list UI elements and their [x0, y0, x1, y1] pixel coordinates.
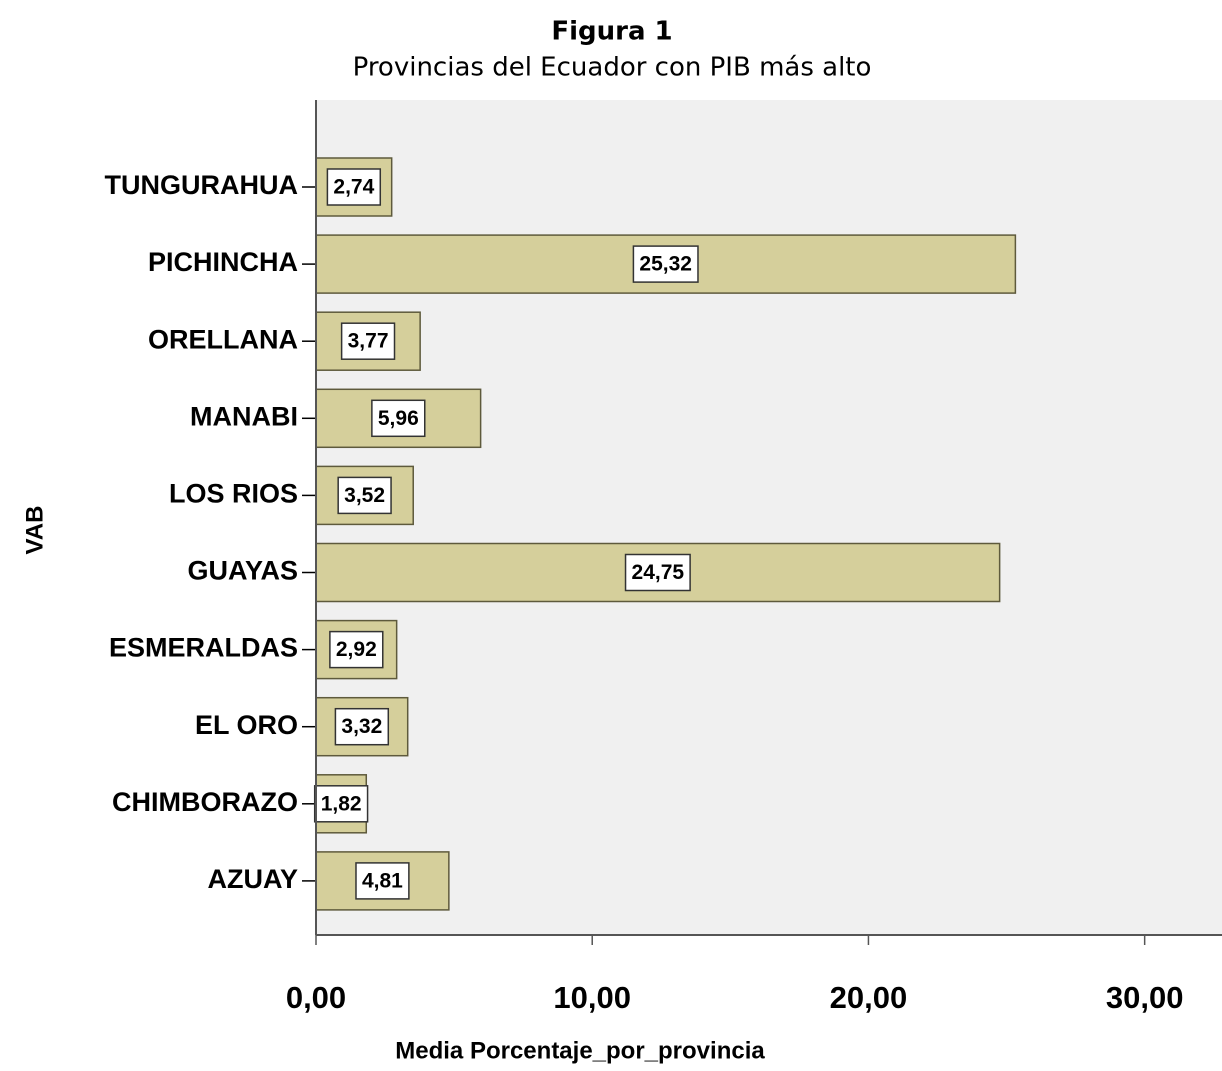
- category-label: MANABI: [190, 401, 298, 431]
- value-label: 2,74: [333, 176, 374, 199]
- chart-subtitle: Provincias del Ecuador con PIB más alto: [353, 53, 872, 83]
- value-label: 1,82: [321, 792, 362, 815]
- value-label-box: [340, 322, 396, 360]
- value-label-box: [371, 399, 426, 438]
- x-axis-label: Media Porcentaje_por_provincia: [395, 1037, 765, 1064]
- value-label: 4,81: [362, 869, 403, 892]
- value-label: 3,32: [341, 715, 382, 738]
- x-tick-label: 30,00: [1106, 980, 1184, 1015]
- value-label: 3,77: [348, 330, 389, 353]
- category-label: EL ORO: [195, 710, 298, 740]
- category-label: ORELLANA: [148, 324, 298, 354]
- category-label: CHIMBORAZO: [112, 787, 298, 817]
- value-label: 2,92: [336, 638, 377, 661]
- value-label: 3,52: [344, 484, 385, 507]
- value-label-box: [355, 862, 410, 900]
- category-label: LOS RIOS: [169, 479, 298, 509]
- plot-area: [316, 100, 1222, 935]
- value-label-box: [624, 553, 691, 592]
- x-tick-label: 20,00: [830, 980, 908, 1015]
- category-label: PICHINCHA: [148, 247, 298, 277]
- value-label-box: [313, 785, 369, 823]
- x-tick-label: 10,00: [553, 980, 631, 1015]
- value-label-box: [329, 630, 384, 669]
- value-label: 24,75: [632, 561, 685, 584]
- value-label: 5,96: [378, 407, 419, 430]
- value-label-box: [326, 168, 382, 206]
- y-axis-label: VAB: [21, 506, 48, 555]
- value-label-box: [334, 707, 390, 746]
- value-label-box: [632, 245, 699, 283]
- category-label: AZUAY: [207, 864, 298, 894]
- category-label: ESMERALDAS: [109, 633, 298, 663]
- value-label: 25,32: [639, 253, 692, 276]
- x-tick-label: 0,00: [286, 980, 346, 1015]
- chart-title: Figura 1: [551, 17, 672, 47]
- value-label-box: [337, 476, 392, 515]
- category-label: GUAYAS: [187, 556, 298, 586]
- category-label: TUNGURAHUA: [105, 170, 298, 200]
